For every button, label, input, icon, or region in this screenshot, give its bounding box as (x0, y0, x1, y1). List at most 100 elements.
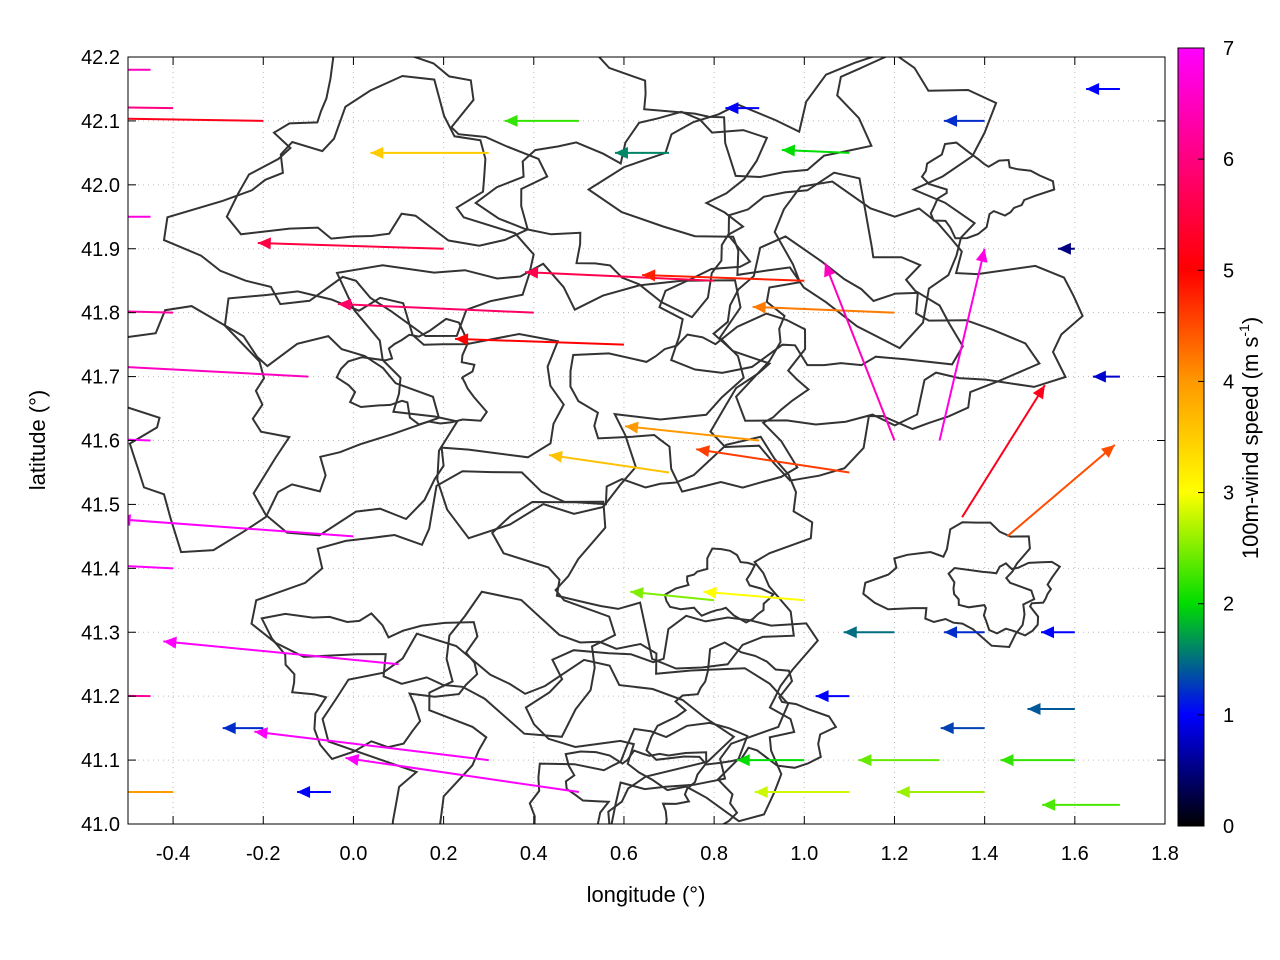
wind-vector-head (1101, 444, 1115, 458)
wind-vectors (128, 68, 1120, 811)
colorbar-ticks: 0 1 2 3 4 5 6 7 (1198, 38, 1234, 838)
x-tick-label: 1.6 (1061, 843, 1089, 865)
contour-line (428, 590, 790, 824)
wind-vector-shaft (630, 590, 715, 602)
wind-vector-head (824, 263, 836, 278)
contour-line (862, 521, 1036, 649)
wind-vector-shaft (961, 384, 1046, 518)
wind-vector-shaft (752, 305, 895, 314)
wind-vector-shaft (696, 448, 850, 474)
wind-vector-head (525, 266, 539, 279)
wind-vector-head (754, 786, 768, 799)
contour-line (947, 560, 1062, 637)
wind-vector-head (1032, 385, 1045, 400)
wind-vector-shaft (624, 425, 760, 442)
wind-vector-shaft (345, 757, 580, 794)
y-tick-label: 41.3 (81, 622, 120, 644)
y-tick-label: 41.0 (81, 814, 120, 836)
wind-vector-head (703, 586, 717, 599)
wind-vector-shaft (128, 518, 354, 538)
wind-vector-shaft (454, 337, 624, 346)
x-tick-label: 0.0 (340, 843, 368, 865)
wind-vector-head (297, 786, 311, 799)
wind-vector-head (944, 114, 958, 127)
x-tick-label: 1.0 (790, 843, 818, 865)
wind-vector-head (337, 298, 352, 311)
wind-vector-head (614, 146, 628, 159)
x-tick-label: 1.4 (971, 843, 999, 865)
colorbar-tick-label: 4 (1223, 371, 1234, 393)
wind-vector-head (163, 636, 177, 649)
x-axis-ticks: -0.4 -0.2 0.0 0.2 0.4 0.6 0.8 1.0 1.2 1.4 1.6 1.8 (156, 57, 1179, 865)
wind-vector-shaft (824, 262, 896, 441)
colorbar (1177, 47, 1205, 827)
x-tick-label: 0.6 (610, 843, 638, 865)
x-tick-label: 0.2 (430, 843, 458, 865)
wind-vector-head (625, 421, 639, 434)
wind-vector-head (254, 727, 268, 740)
wind-vector-head (858, 754, 872, 767)
wind-vector-shaft (163, 640, 399, 666)
y-tick-label: 41.1 (81, 750, 120, 772)
wind-vector-shaft (524, 271, 715, 282)
x-tick-label: -0.4 (156, 843, 190, 865)
wind-vector-head (345, 753, 360, 766)
colorbar-tick-label: 3 (1223, 483, 1234, 505)
contour-line (658, 171, 964, 374)
wind-vector-head (222, 722, 236, 735)
colorbar-label-end: ) (1238, 317, 1263, 324)
contour-line (128, 305, 441, 554)
wind-vector-head (128, 514, 131, 527)
contour-line (920, 141, 1056, 240)
wind-vector-shaft (642, 273, 805, 282)
wind-vector-head (1041, 626, 1055, 639)
contour-line (709, 235, 1041, 482)
contour-line (528, 721, 749, 824)
x-tick-label: 1.8 (1151, 843, 1179, 865)
contour-line (473, 110, 769, 319)
y-tick-label: 42.2 (81, 47, 120, 69)
wind-vector-head (630, 587, 644, 600)
wind-vector-shaft (128, 106, 174, 110)
contour-line (260, 612, 479, 761)
contour-line (734, 180, 1084, 427)
wind-vector-shaft (1006, 444, 1116, 538)
x-tick-label: 0.8 (700, 843, 728, 865)
contour-line (569, 312, 811, 493)
x-tick-label: -0.2 (246, 843, 280, 865)
wind-vector-head (736, 754, 750, 767)
wind-vector-head (1042, 798, 1056, 811)
contour-line (250, 470, 617, 738)
y-tick-label: 41.8 (81, 303, 120, 325)
colorbar-tick-label: 6 (1223, 149, 1234, 171)
wind-vector-head (1086, 82, 1100, 95)
wind-vector-head (504, 114, 518, 127)
wind-vector-shaft (128, 117, 264, 122)
colorbar-label-sup: -1 (1236, 324, 1252, 337)
wind-vector-shaft (938, 248, 986, 441)
wind-vector-head (1057, 242, 1071, 255)
wind-vector-shaft (337, 303, 534, 314)
y-tick-label: 41.2 (81, 686, 120, 708)
wind-vector-head (642, 269, 656, 282)
contour-line (321, 632, 736, 824)
wind-vector-head (752, 301, 766, 314)
x-tick-label: 0.4 (520, 843, 548, 865)
wind-vector-head (696, 445, 710, 458)
colorbar-tick-label: 7 (1223, 38, 1234, 60)
wind-vector-head (940, 722, 954, 735)
contour-line (645, 641, 838, 769)
contour-line (586, 57, 998, 350)
colorbar-tick-label: 5 (1223, 260, 1234, 282)
wind-vector-head (455, 333, 469, 346)
wind-vector-head (843, 626, 857, 639)
y-tick-label: 41.7 (81, 367, 120, 389)
y-axis-label: latitude (°) (25, 390, 50, 491)
y-tick-label: 41.4 (81, 558, 120, 580)
wind-vector-head (815, 690, 829, 703)
colorbar-tick-label: 0 (1223, 816, 1234, 838)
wind-vector-shaft (703, 590, 805, 602)
contour-line (564, 749, 708, 824)
x-tick-label: 1.2 (881, 843, 909, 865)
wind-vector-head (725, 102, 739, 115)
